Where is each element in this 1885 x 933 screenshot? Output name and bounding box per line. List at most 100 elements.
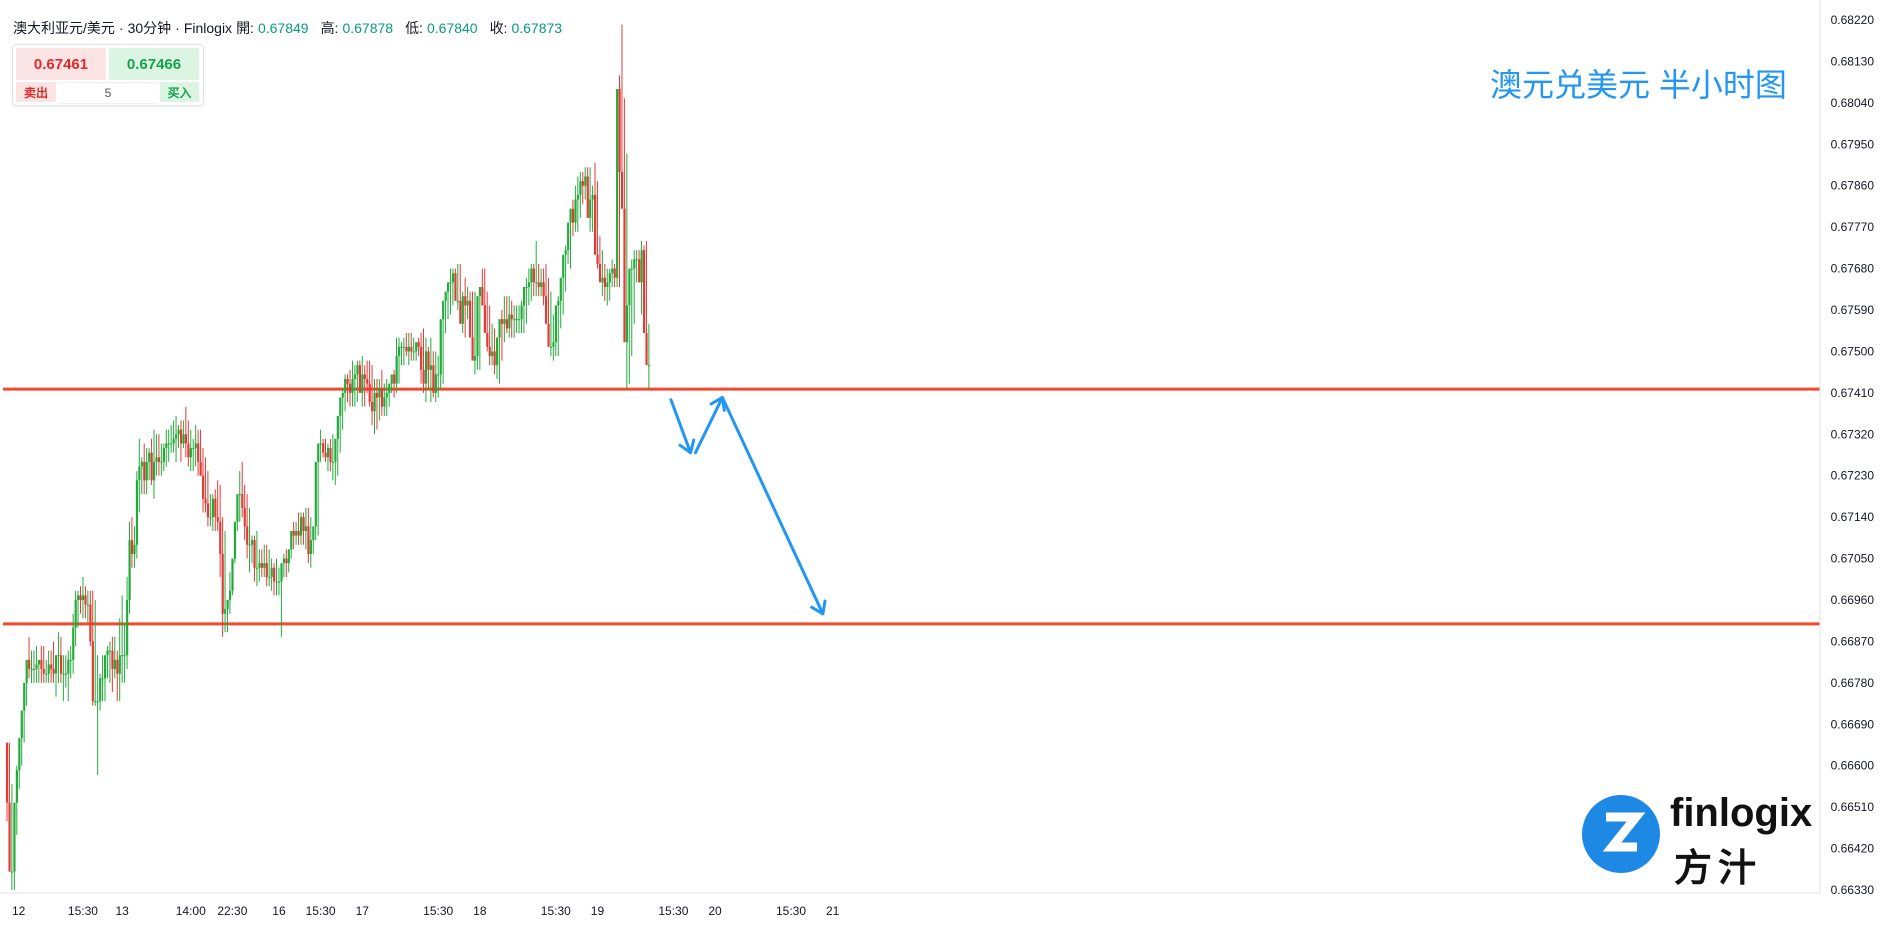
candle bbox=[194, 425, 197, 467]
candle bbox=[545, 263, 548, 324]
candle bbox=[616, 89, 619, 287]
header-separator: · bbox=[118, 20, 124, 36]
candle-body bbox=[373, 392, 376, 412]
candle bbox=[456, 263, 459, 310]
candle-body bbox=[616, 89, 619, 278]
candle bbox=[344, 374, 347, 412]
candle bbox=[206, 471, 210, 527]
candle-body bbox=[500, 319, 504, 324]
candle bbox=[89, 590, 92, 647]
price-tick-label: 0.67860 bbox=[1831, 179, 1875, 193]
candle bbox=[405, 333, 408, 357]
candle-body bbox=[104, 655, 107, 679]
candle-body bbox=[113, 659, 116, 670]
candle-body bbox=[643, 250, 646, 334]
candle-body bbox=[312, 526, 315, 541]
candle bbox=[45, 659, 48, 683]
candle bbox=[503, 296, 506, 343]
candle bbox=[197, 429, 200, 476]
candle-body bbox=[25, 659, 28, 683]
quantity-input[interactable]: 5 bbox=[59, 82, 157, 104]
buy-price-button[interactable]: 0.67466 bbox=[109, 48, 199, 80]
candle-body bbox=[471, 337, 474, 361]
candle bbox=[153, 429, 156, 499]
candle bbox=[238, 471, 241, 522]
candle bbox=[643, 245, 646, 334]
price-tick-label: 0.66780 bbox=[1831, 676, 1875, 690]
candle-body bbox=[339, 397, 342, 416]
candle-body bbox=[322, 443, 325, 453]
candle bbox=[30, 650, 33, 683]
candle bbox=[500, 310, 504, 361]
sell-price-button[interactable]: 0.67461 bbox=[16, 48, 106, 80]
price-axis: 0.68220 0.68130 0.68040 0.67950 0.67860 0.677… bbox=[1819, 0, 1875, 897]
time-tick-label: 21 bbox=[826, 904, 840, 918]
candle bbox=[422, 328, 425, 393]
data-source: Finlogix bbox=[183, 20, 233, 36]
candle bbox=[150, 438, 153, 485]
candle-body bbox=[385, 392, 388, 398]
candle bbox=[407, 333, 410, 366]
candle-body bbox=[206, 503, 210, 518]
candle-body bbox=[466, 300, 469, 306]
candle-body bbox=[233, 521, 237, 559]
projection-arrows bbox=[669, 395, 827, 616]
candle-body bbox=[547, 323, 550, 347]
candle bbox=[341, 388, 344, 430]
candle bbox=[280, 563, 283, 637]
candle bbox=[444, 291, 447, 334]
candle bbox=[18, 738, 21, 789]
candle bbox=[322, 438, 325, 458]
candle bbox=[371, 365, 374, 426]
candle-body bbox=[481, 286, 484, 306]
candle-body bbox=[253, 540, 256, 568]
candle-body bbox=[138, 466, 141, 481]
candle bbox=[393, 369, 396, 398]
candle-body bbox=[640, 250, 643, 283]
candle bbox=[133, 526, 136, 568]
time-tick-label: 15:30 bbox=[541, 904, 571, 918]
trade-ticket: 0.67461 0.67466 卖出 5 买入 bbox=[12, 44, 204, 106]
candle-body bbox=[62, 673, 65, 675]
candle-body bbox=[562, 254, 565, 278]
candle-body bbox=[623, 208, 626, 343]
buy-button[interactable]: 买入 bbox=[160, 82, 199, 102]
candle bbox=[647, 323, 651, 389]
candle bbox=[309, 517, 312, 568]
price-tick-label: 0.67590 bbox=[1831, 303, 1875, 317]
candle-body bbox=[116, 659, 119, 674]
candle-body bbox=[645, 333, 648, 366]
candle bbox=[579, 171, 582, 218]
candle-body bbox=[540, 282, 543, 287]
candle-body bbox=[537, 282, 540, 287]
candle-body bbox=[353, 374, 357, 380]
open-value: 0.67849 bbox=[257, 20, 309, 36]
time-tick-label: 15:30 bbox=[776, 904, 806, 918]
sell-button[interactable]: 卖出 bbox=[16, 82, 56, 102]
candle bbox=[170, 425, 173, 453]
candle-body bbox=[363, 374, 366, 380]
candle-body bbox=[613, 268, 616, 278]
projection-arrow-down-1 bbox=[669, 398, 693, 455]
candle-body bbox=[628, 268, 631, 306]
candle-body bbox=[319, 443, 322, 445]
candle bbox=[77, 590, 80, 628]
candle bbox=[224, 530, 227, 633]
candle bbox=[246, 494, 249, 559]
candle-body bbox=[549, 346, 553, 348]
candle-body bbox=[177, 429, 180, 435]
candle-body bbox=[510, 314, 513, 320]
candle-body bbox=[226, 600, 229, 610]
candle-body bbox=[42, 669, 45, 674]
candle bbox=[508, 296, 511, 338]
candle bbox=[40, 646, 43, 683]
candle bbox=[292, 521, 295, 550]
symbol-name: 澳大利亚元/美元 bbox=[13, 20, 115, 36]
candle-body bbox=[15, 770, 18, 803]
candle bbox=[358, 360, 361, 393]
candle-body bbox=[405, 346, 408, 352]
candle bbox=[520, 300, 523, 334]
candle bbox=[263, 544, 266, 577]
